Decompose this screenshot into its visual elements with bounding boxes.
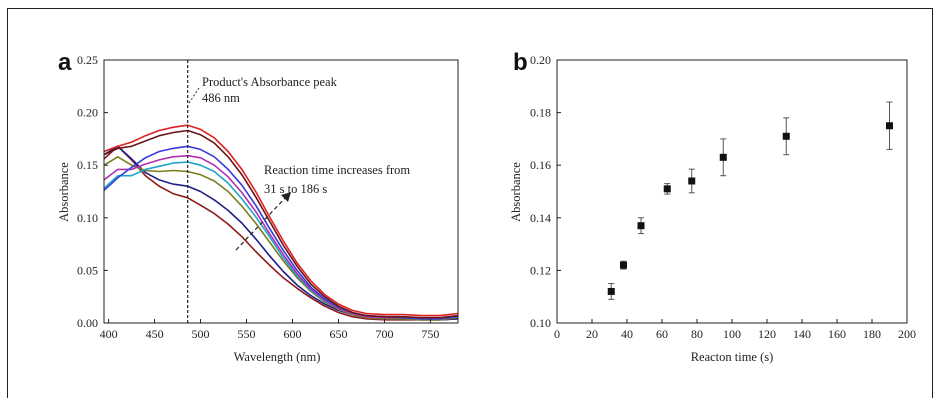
annotation-peak-title: Product's Absorbance peak <box>202 75 338 89</box>
chart-a: 400 450 500 550 600 650 700 750 0.00 0.05 0.10 0.1… <box>57 53 459 364</box>
chart-a-y-tick-label: 0.20 <box>77 106 98 120</box>
spectrum-line-7 <box>103 129 459 319</box>
spectrum-line-3 <box>103 156 459 321</box>
chart-a-y-tick-label: 0.00 <box>77 316 98 330</box>
chart-b-x-axis-label: Reacton time (s) <box>691 350 774 364</box>
spectrum-line-5 <box>103 154 459 320</box>
chart-a-y-tick-label: 0.05 <box>77 263 98 277</box>
chart-a-x-tick-label: 700 <box>375 327 393 341</box>
annotation-peak-value: 486 nm <box>202 91 240 105</box>
chart-a-y-ticks: 0.00 0.05 0.10 0.15 0.20 0.25 <box>77 53 108 330</box>
data-point <box>663 185 671 193</box>
annotation-trend-line1: Reaction time increases from <box>264 163 410 177</box>
chart-a-x-tick-label: 750 <box>421 327 439 341</box>
chart-b-x-tick-label: 120 <box>758 327 776 341</box>
chart-a-y-tick-label: 0.25 <box>77 53 98 67</box>
data-point <box>607 287 615 295</box>
chart-b-x-tick-label: 40 <box>621 327 633 341</box>
chart-a-x-tick-label: 450 <box>146 327 164 341</box>
chart-a-series <box>103 124 459 321</box>
data-point <box>637 222 645 230</box>
annotation-peak-pointer <box>188 87 200 104</box>
chart-b-y-ticks: 0.10 0.12 0.14 0.16 0.18 0.20 <box>530 53 561 330</box>
chart-b-x-tick-label: 160 <box>828 327 846 341</box>
chart-a-x-axis-label: Wavelength (nm) <box>234 350 321 364</box>
chart-a-axes-frame <box>103 59 459 324</box>
figure-frame <box>7 8 933 398</box>
chart-a-x-tick-label: 400 <box>100 327 118 341</box>
panel-a-label: a <box>58 49 72 76</box>
chart-a-y-tick-label: 0.10 <box>77 211 98 225</box>
spectrum-line-8 <box>103 124 459 317</box>
chart-a-x-tick-label: 550 <box>238 327 256 341</box>
chart-b-x-tick-label: 100 <box>723 327 741 341</box>
chart-b-x-tick-label: 200 <box>898 327 916 341</box>
chart-b-y-tick-label: 0.20 <box>530 53 551 67</box>
trend-arrow-head <box>281 192 291 202</box>
chart-a-x-ticks: 400 450 500 550 600 650 700 750 <box>100 319 439 341</box>
chart-b-x-tick-label: 140 <box>793 327 811 341</box>
chart-b-points <box>607 101 893 300</box>
chart-b-y-tick-label: 0.10 <box>530 316 551 330</box>
chart-a-x-tick-label: 600 <box>283 327 301 341</box>
data-point <box>719 153 727 161</box>
data-point <box>688 177 696 185</box>
chart-a-y-tick-label: 0.15 <box>77 158 98 172</box>
chart-b-y-axis-label: Absorbance <box>509 162 523 222</box>
chart-b-y-tick-label: 0.18 <box>530 106 551 120</box>
data-point <box>886 122 893 130</box>
trend-arrow-line <box>235 195 288 251</box>
chart-b-y-tick-label: 0.16 <box>530 158 551 172</box>
chart-b-x-tick-label: 20 <box>586 327 598 341</box>
panel-b-label: b <box>513 49 528 76</box>
chart-a-y-axis-label: Absorbance <box>57 162 71 222</box>
annotation-trend-line2: 31 s to 186 s <box>264 182 327 196</box>
data-point <box>620 261 627 269</box>
chart-b-x-ticks: 0 20 40 60 80 100 120 140 160 180 200 <box>554 319 916 341</box>
chart-a-x-tick-label: 650 <box>329 327 347 341</box>
chart-a-x-tick-label: 500 <box>192 327 210 341</box>
chart-b-y-tick-label: 0.12 <box>530 263 551 277</box>
chart-b-y-tick-label: 0.14 <box>530 211 551 225</box>
chart-b-x-tick-label: 80 <box>691 327 703 341</box>
chart-b-x-tick-label: 180 <box>863 327 881 341</box>
chart-b-x-tick-label: 0 <box>554 327 560 341</box>
chart-b: 0 20 40 60 80 100 120 140 160 180 200 0.10 0.12 0.14… <box>509 53 916 364</box>
data-point <box>782 132 790 140</box>
chart-b-x-tick-label: 60 <box>656 327 668 341</box>
